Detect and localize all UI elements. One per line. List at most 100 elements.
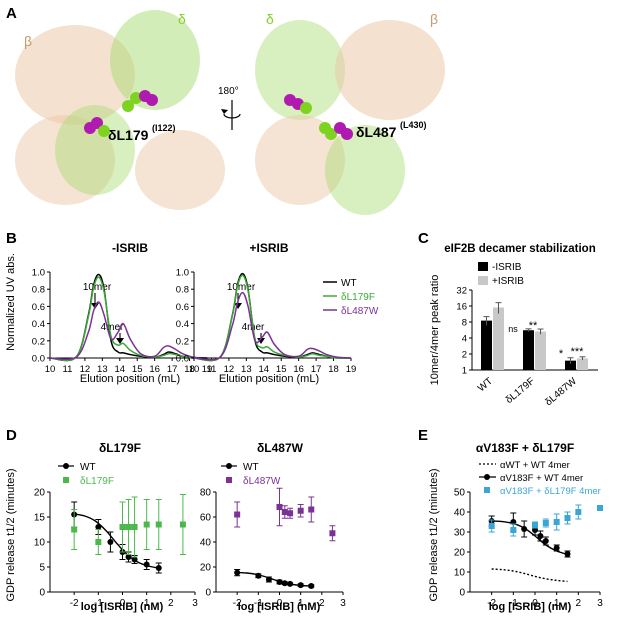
y-tick-label: 80 [200,488,212,499]
green-sphere [122,100,134,112]
data-point-0 [95,524,102,530]
y-tick-label: 0 [39,588,45,599]
x-tick-label: 11 [207,364,217,375]
data-point-1 [179,521,186,528]
legend-marker-wt [63,463,69,469]
chart-title: +ISRIB [249,241,288,255]
significance-l487w-plus: *** [571,346,585,358]
y-axis-label: GDP release t1/2 (minutes) [5,468,17,601]
data-point-1 [95,539,102,545]
mutation-label-l179-sup: (I122) [152,123,176,133]
data-point-2 [575,509,582,515]
y-tick-label: 0 [459,588,465,599]
data-point-1 [564,551,571,557]
y-tick-label: 20 [200,563,212,574]
chart-title: δL487W [257,441,304,455]
y-tick-label: 16 [456,302,467,313]
beta-label: β [24,33,32,49]
beta-subunit-blob [15,115,115,205]
y-tick-label: 0.2 [176,336,189,347]
x-tick-label: 13 [241,364,252,375]
chart-c: eIF2B decamer stabilization 10mer/4mer p… [429,243,598,408]
bar-1 [577,358,588,370]
bar-0 [565,360,576,370]
y-axis-label: 10mer/4mer peak ratio [429,275,441,386]
legend-label-l179f: δL179F [80,476,114,487]
chart-b-right: +ISRIB Elution position (mL) 10mer 4mer … [176,241,379,385]
data-point-1 [234,511,241,518]
delta-label: δ [266,11,274,27]
legend-label-av183f-l179f: αV183F + δL179F 4mer [500,486,601,497]
y-tick-label: 30 [454,528,466,539]
purple-sphere [341,128,353,140]
legend-label-minus-isrib: -ISRIB [492,262,522,273]
y-tick-label: 1 [462,366,467,377]
data-point-1 [521,526,528,532]
structure-right: δ β δL487 (L430) [255,11,445,215]
y-tick-label: 1.0 [176,268,189,279]
data-point-2 [542,520,549,526]
arrowhead-icon [221,109,228,114]
x-tick-label: 12 [80,364,91,375]
arrowhead-icon [116,338,124,344]
data-point-0 [265,576,272,583]
annotation-10mer: 10mer [227,282,256,293]
y-tick-label: 10 [34,538,46,549]
y-tick-label: 0.2 [32,336,45,347]
data-point-1 [155,521,162,528]
beta-subunit-blob [255,115,345,205]
rotation-arrow-icon [223,113,241,119]
y-tick-label: 0.8 [176,285,189,296]
legend-swatch-minus-isrib [478,262,488,271]
chart-title: -ISRIB [112,241,148,255]
y-tick-label: 4 [462,334,467,345]
x-tick-label: 16 [149,364,160,375]
x-tick-label: δL487W [543,376,579,409]
data-point-1 [553,545,560,551]
data-point-1 [329,530,336,537]
y-tick-label: 8 [462,318,467,329]
data-point-1 [308,506,315,513]
delta-subunit-blob [325,125,405,215]
structure-left: β δ δL179 (I122) [15,10,225,210]
beta-subunit-blob [135,130,225,210]
bar-1 [493,307,504,370]
data-point-0 [276,579,283,585]
data-point-0 [143,561,150,568]
legend-label-l487w: δL487W [243,476,281,487]
legend-label-wt: WT [341,278,357,289]
legend: WT δL487W [221,462,281,487]
green-sphere [325,128,337,140]
y-axis-label: GDP release t1/2 (minutes) [428,468,440,601]
y-tick-label: 15 [34,513,46,524]
data-point-0 [308,583,315,589]
y-axis-label: Normalized UV abs. [5,253,17,351]
data-point-1 [143,521,150,528]
series-line-1 [49,276,208,362]
data-point-1 [119,524,126,530]
data-point-0 [297,582,304,589]
legend-swatch-plus-isrib [478,276,488,285]
y-tick-label: 60 [200,513,212,524]
data-point-0 [255,572,262,579]
x-tick-label: 11 [63,364,73,375]
bar-1 [535,331,546,370]
x-tick-label: 10 [189,364,200,375]
fit-curve-0 [491,568,568,583]
y-tick-label: 0.4 [176,319,189,330]
bar-0 [523,330,534,370]
y-tick-label: 1.0 [32,268,45,279]
y-tick-label: 20 [454,548,466,559]
x-tick-label: 18 [328,364,339,375]
purple-sphere [146,94,158,106]
legend-label-awt: αWT + WT 4mer [500,460,570,471]
series-line-2 [193,291,352,361]
panel-letter-c: C [418,230,429,247]
x-tick-label: 1 [554,598,560,609]
annotation-4mer: 4mer [101,322,124,333]
x-tick-label: 17 [167,364,178,375]
beta-subunit-blob [15,25,135,125]
legend: αWT + WT 4mer αV183F + WT 4mer αV183F + … [479,460,601,497]
delta-subunit-blob [110,10,200,110]
x-tick-label: 10 [45,364,56,375]
